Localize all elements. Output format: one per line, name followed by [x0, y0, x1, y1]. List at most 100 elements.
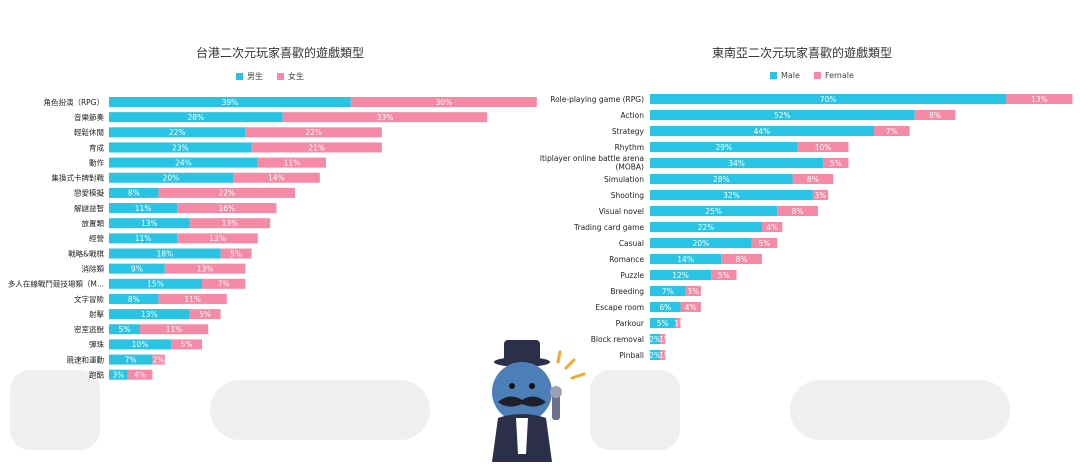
category-label-right-8: Trading card game: [573, 223, 644, 232]
data-label-male-right-6: 32%: [723, 191, 740, 200]
data-label-male-left-9: 11%: [135, 234, 152, 243]
data-label-female-left-10: 5%: [230, 249, 242, 258]
data-label-male-right-3: 29%: [715, 143, 732, 152]
bar-male-right-12: [650, 286, 686, 296]
data-label-male-right-10: 14%: [677, 255, 694, 264]
data-label-male-left-13: 8%: [128, 295, 140, 304]
data-label-male-right-12: 7%: [662, 287, 674, 296]
bar-male-left-16: [109, 339, 171, 350]
bar-male-left-4: [109, 157, 258, 168]
data-label-female-right-3: 10%: [815, 143, 832, 152]
legend-item-female-left: 女生: [277, 71, 304, 82]
bar-male-right-13: [650, 302, 681, 312]
bar-male-left-7: [109, 203, 178, 214]
data-label-female-left-13: 11%: [184, 295, 201, 304]
legend-swatch-male-left: [236, 73, 243, 80]
bar-male-left-15: [109, 324, 140, 335]
bar-male-left-5: [109, 172, 233, 183]
bar-male-right-2: [650, 126, 874, 136]
data-label-female-right-1: 8%: [929, 111, 941, 120]
legend-label-male-right: Male: [781, 71, 800, 80]
bar-female-left-11: [164, 263, 246, 274]
data-label-male-right-15: 2%: [649, 335, 661, 344]
category-label-left-8: 放置類: [82, 218, 105, 228]
category-label-right-0: Role-playing game (RPG): [550, 95, 644, 104]
legend-label-female-left: 女生: [288, 72, 304, 81]
bar-male-left-6: [109, 187, 159, 198]
data-label-male-right-11: 12%: [672, 271, 689, 280]
data-label-female-right-13: 4%: [685, 303, 697, 312]
legend-swatch-male-right: [770, 72, 777, 79]
data-label-female-right-11: 5%: [718, 271, 730, 280]
category-label-right-6: Shooting: [611, 191, 644, 200]
bar-male-left-11: [109, 263, 165, 274]
category-label-left-13: 文字冒險: [74, 294, 104, 304]
category-label-left-1: 音樂節奏: [74, 112, 104, 122]
category-label-right-12: Breeding: [610, 287, 644, 296]
chart-title-right: 東南亞二次元玩家喜歡的遊戲類型: [711, 46, 892, 60]
data-label-female-right-0: 13%: [1031, 95, 1048, 104]
data-label-male-left-3: 23%: [172, 143, 189, 152]
bar-male-right-14: [650, 318, 676, 328]
bar-female-left-6: [158, 187, 295, 198]
category-label-left-7: 解謎益智: [74, 203, 104, 213]
bar-male-left-14: [109, 309, 190, 320]
data-label-female-right-10: 8%: [736, 255, 748, 264]
category-label-right-5: Simulation: [604, 175, 644, 184]
data-label-female-right-12: 3%: [687, 287, 699, 296]
legend-swatch-female-left: [277, 73, 284, 80]
bar-female-right-5: [792, 174, 834, 184]
bar-female-left-14: [189, 309, 221, 320]
category-label-left-0: 角色扮演（RPG）: [43, 97, 104, 107]
category-label-left-2: 輕鬆休閒: [74, 127, 104, 137]
legend-swatch-female-right: [813, 72, 821, 79]
category-label-left-15: 密室逃脫: [74, 324, 104, 334]
data-label-female-left-6: 22%: [218, 189, 235, 198]
data-label-male-left-15: 5%: [119, 325, 131, 334]
watermark-right: [590, 370, 1010, 450]
data-label-female-left-14: 5%: [199, 310, 211, 319]
data-label-male-left-7: 11%: [135, 204, 152, 213]
bar-male-left-2: [109, 127, 246, 138]
data-label-female-right-4: 5%: [830, 159, 842, 168]
bar-male-left-1: [109, 112, 283, 123]
bar-female-left-4: [257, 157, 326, 168]
data-label-female-left-15: 11%: [166, 325, 183, 334]
bar-male-right-15: [650, 334, 661, 344]
bar-male-left-0: [109, 97, 351, 107]
category-label-left-17: 競速和運動: [67, 354, 105, 364]
legend-label-male-left: 男生: [247, 72, 263, 81]
category-label-left-9: 經營: [89, 233, 104, 243]
bar-female-right-2: [873, 126, 910, 136]
bar-male-left-12: [109, 278, 202, 289]
data-label-female-left-7: 16%: [218, 204, 235, 213]
data-label-female-left-5: 14%: [268, 174, 285, 183]
category-label-left-10: 戰略&戰棋: [68, 248, 104, 258]
bar-male-left-18: [109, 369, 128, 380]
data-label-male-left-11: 9%: [131, 264, 143, 273]
data-label-female-right-9: 5%: [759, 239, 771, 248]
bar-male-right-0: [650, 94, 1007, 104]
category-label-right-10: Romance: [609, 255, 644, 264]
data-label-male-right-1: 52%: [774, 111, 791, 120]
mascot-mustache: [498, 396, 546, 407]
bar-chart-right: Role-playing game (RPG) 70% 13% Action 52% 8%…: [540, 94, 1073, 360]
mascot-mic-head: [550, 386, 562, 398]
data-label-male-right-16: 2%: [649, 351, 661, 360]
chart-panel-southeast-asia: 東南亞二次元玩家喜歡的遊戲類型 Male Female Role-playing…: [540, 0, 1080, 468]
bar-female-left-17: [152, 354, 165, 365]
category-label-right-4: Multiplayer online battle arena (MOBA): [540, 154, 644, 172]
bar-male-left-17: [109, 354, 153, 365]
mascot-sparkle-lines: [556, 350, 586, 380]
data-label-male-left-12: 15%: [147, 280, 164, 289]
category-label-left-4: 動作: [89, 157, 104, 167]
bar-male-right-9: [650, 238, 752, 248]
data-label-male-left-17: 7%: [125, 355, 137, 364]
category-label-right-14: Parkour: [616, 319, 645, 328]
bar-female-right-12: [685, 286, 701, 296]
chart-legend-right: Male Female: [770, 71, 854, 80]
category-label-left-18: 跑酷: [89, 370, 104, 380]
data-label-male-left-14: 13%: [141, 310, 158, 319]
data-label-male-left-4: 24%: [175, 158, 192, 167]
category-label-right-2: Strategy: [612, 127, 645, 136]
